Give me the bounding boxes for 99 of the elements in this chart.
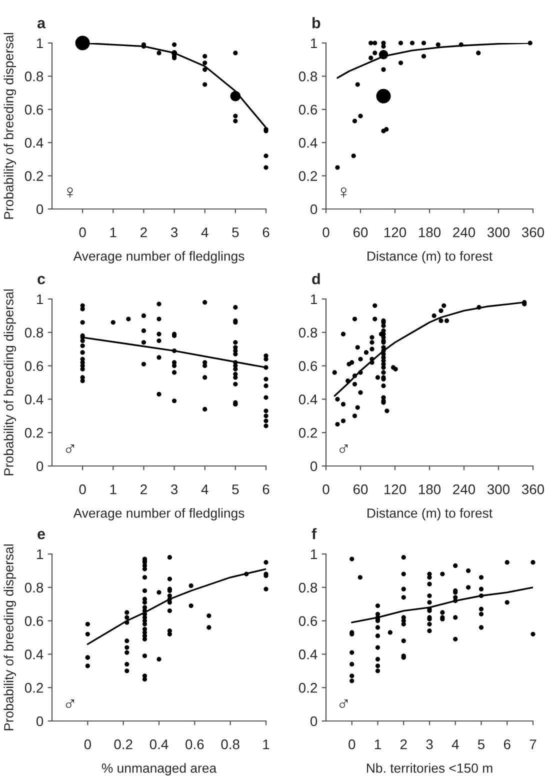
x-tick-label: 0.2 bbox=[114, 739, 132, 750]
x-tick-label: 0 bbox=[322, 227, 330, 238]
x-tick-label: 1 bbox=[263, 740, 270, 750]
x-tick-label: 180 bbox=[418, 484, 441, 494]
x-tick-label: 6 bbox=[504, 739, 510, 750]
y-tick-label: 0.8 bbox=[24, 328, 44, 338]
x-tick-label: 2 bbox=[400, 739, 407, 750]
x-tick-label: 0 bbox=[348, 739, 356, 750]
x-tick-label: 0 bbox=[79, 227, 86, 238]
x-tick-label: 5 bbox=[232, 228, 239, 238]
x-tick-label: 0.6 bbox=[186, 739, 204, 750]
y-axis-title: Probability of breeding dispersal bbox=[4, 32, 16, 219]
y-tick-label: 0.6 bbox=[24, 104, 44, 115]
y-tick-label: 0.8 bbox=[298, 582, 318, 593]
x-tick-label: 0.8 bbox=[221, 739, 240, 750]
y-tick-label: 1 bbox=[311, 38, 317, 48]
x-tick-label: 3 bbox=[170, 227, 178, 238]
y-tick-label: 1 bbox=[311, 549, 317, 560]
x-axis-title: Distance (m) to forest bbox=[368, 251, 492, 264]
annotation: ♂ bbox=[340, 444, 348, 453]
y-tick-label: 0.4 bbox=[298, 650, 318, 660]
x-tick-label: 360 bbox=[522, 484, 544, 494]
y-tick-label: 0.6 bbox=[298, 361, 318, 371]
x-tick-label: 0 bbox=[79, 484, 86, 494]
chart-title: a bbox=[37, 20, 46, 28]
x-tick-label: 360 bbox=[522, 227, 544, 238]
y-tick-label: 0.6 bbox=[24, 616, 44, 626]
x-tick-label: 180 bbox=[418, 227, 441, 238]
y-tick-label: 0.6 bbox=[24, 361, 44, 371]
x-tick-label: 1 bbox=[110, 228, 116, 238]
x-tick-label: 6 bbox=[262, 484, 270, 494]
y-tick-label: 0.8 bbox=[298, 328, 318, 338]
y-tick-label: 0 bbox=[310, 461, 318, 472]
y-tick-label: 1 bbox=[311, 294, 317, 304]
y-tick-label: 0.4 bbox=[24, 394, 44, 404]
y-tick-label: 0 bbox=[36, 461, 44, 472]
x-axis-title: Nb. territories <150 m bbox=[366, 763, 492, 773]
y-tick-label: 0.2 bbox=[298, 682, 317, 693]
y-tick-label: 1 bbox=[37, 294, 43, 304]
x-tick-label: 3 bbox=[426, 739, 433, 750]
y-tick-label: 0 bbox=[310, 716, 318, 726]
x-tick-label: 7 bbox=[530, 740, 536, 750]
x-tick-label: 240 bbox=[453, 484, 476, 494]
x-tick-label: 3 bbox=[170, 484, 178, 494]
x-axis-title: % unmanaged area bbox=[102, 763, 217, 776]
x-tick-label: 240 bbox=[453, 227, 476, 238]
x-tick-label: 0.4 bbox=[150, 739, 168, 750]
x-tick-label: 60 bbox=[353, 484, 368, 494]
x-tick-label: 300 bbox=[487, 484, 510, 494]
x-tick-label: 0 bbox=[84, 739, 91, 750]
x-tick-label: 0 bbox=[322, 484, 330, 494]
x-tick-label: 4 bbox=[452, 740, 459, 750]
x-tick-label: 1 bbox=[374, 740, 381, 750]
annotation: ♂ bbox=[66, 699, 74, 708]
y-tick-label: 0.4 bbox=[24, 138, 44, 148]
x-axis-title: Average number of fledglings bbox=[73, 251, 244, 264]
x-tick-label: 120 bbox=[384, 227, 406, 238]
x-axis-title: Average number of fledglings bbox=[73, 508, 244, 520]
y-tick-label: 0.4 bbox=[298, 138, 318, 148]
y-tick-label: 1 bbox=[37, 549, 43, 560]
chart-title: e bbox=[38, 530, 45, 540]
x-tick-label: 120 bbox=[384, 484, 406, 494]
y-tick-label: 0.2 bbox=[24, 171, 43, 181]
chart-title: d bbox=[312, 273, 320, 284]
y-tick-label: 0.2 bbox=[298, 171, 317, 181]
y-tick-label: 0 bbox=[36, 716, 44, 726]
y-axis-title: Probability of breeding dispersal bbox=[4, 544, 16, 730]
y-tick-label: 0.8 bbox=[24, 72, 44, 82]
y-tick-label: 0.2 bbox=[298, 428, 317, 438]
chart-title: b bbox=[312, 17, 320, 28]
x-tick-label: 4 bbox=[201, 484, 208, 494]
y-tick-label: 0.4 bbox=[24, 650, 44, 660]
chart-title: c bbox=[38, 276, 46, 284]
x-tick-label: 6 bbox=[262, 227, 270, 238]
x-tick-label: 300 bbox=[487, 227, 510, 238]
y-tick-label: 0.8 bbox=[298, 72, 318, 82]
x-tick-label: 5 bbox=[478, 740, 485, 750]
annotation: ♀ bbox=[340, 187, 346, 198]
chart-title: f bbox=[312, 528, 317, 540]
annotation: ♂ bbox=[340, 699, 348, 708]
y-tick-label: 1 bbox=[37, 38, 43, 48]
y-tick-label: 0.2 bbox=[24, 428, 43, 438]
y-axis-title: Probability of breeding dispersal bbox=[4, 289, 16, 476]
y-tick-label: 0.8 bbox=[24, 582, 44, 593]
y-tick-label: 0 bbox=[36, 204, 44, 214]
x-tick-label: 60 bbox=[353, 227, 368, 238]
x-tick-label: 1 bbox=[110, 484, 116, 494]
y-tick-label: 0.4 bbox=[298, 394, 318, 404]
x-tick-label: 2 bbox=[140, 227, 147, 238]
x-tick-label: 2 bbox=[140, 484, 147, 494]
annotation: ♂ bbox=[66, 444, 74, 453]
annotation: ♀ bbox=[67, 187, 73, 198]
y-tick-label: 0.6 bbox=[298, 616, 318, 626]
x-tick-label: 5 bbox=[232, 484, 239, 494]
y-tick-label: 0 bbox=[310, 204, 318, 214]
x-axis-title: Distance (m) to forest bbox=[368, 508, 492, 520]
y-tick-label: 0.6 bbox=[298, 104, 318, 115]
y-tick-label: 0.2 bbox=[24, 682, 43, 693]
x-tick-label: 4 bbox=[201, 228, 208, 238]
